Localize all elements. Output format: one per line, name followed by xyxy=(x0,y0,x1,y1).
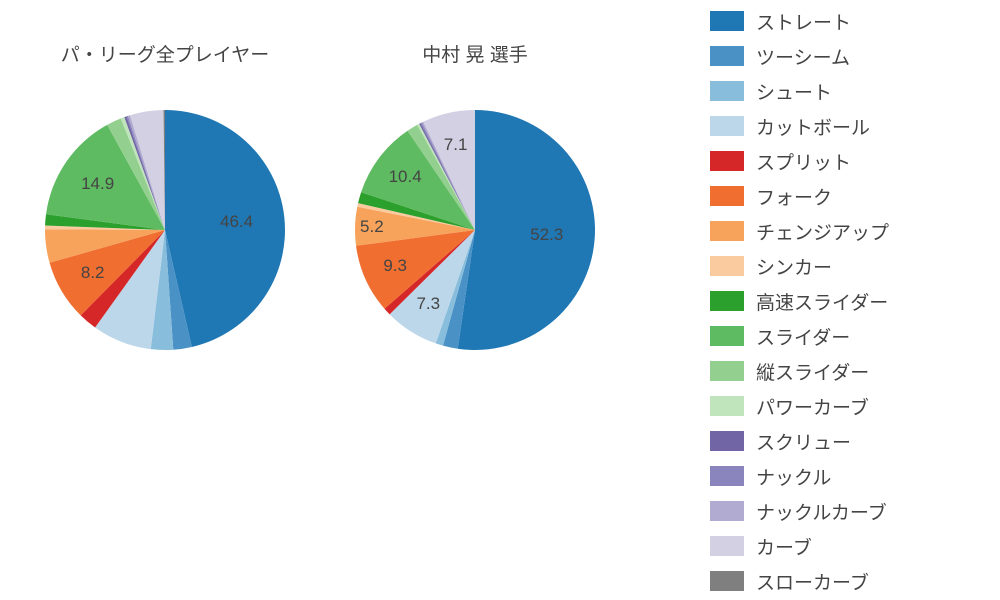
legend-swatch xyxy=(710,11,744,31)
legend-item: 縦スライダー xyxy=(710,354,1000,388)
legend-label: スライダー xyxy=(756,323,850,350)
legend-label: ストレート xyxy=(756,8,851,35)
legend-swatch xyxy=(710,536,744,556)
legend-item: ナックル xyxy=(710,459,1000,493)
legend-swatch xyxy=(710,221,744,241)
legend-swatch xyxy=(710,81,744,101)
legend-item: ナックルカーブ xyxy=(710,494,1000,528)
legend-label: フォーク xyxy=(756,183,832,210)
chart-container: パ・リーグ全プレイヤー46.48.214.9中村 晃 選手52.37.39.35… xyxy=(0,0,1000,600)
legend-swatch xyxy=(710,256,744,276)
pie-value-label: 46.4 xyxy=(220,212,253,232)
legend-swatch xyxy=(710,116,744,136)
legend-swatch xyxy=(710,431,744,451)
chart-title: 中村 晃 選手 xyxy=(422,40,528,67)
pie-wrap: 46.4 8.2 14.9 xyxy=(30,95,300,365)
pie-value-label: 10.4 xyxy=(389,167,422,187)
legend-swatch xyxy=(710,151,744,171)
legend-label: ナックルカーブ xyxy=(756,498,887,525)
pie-value-label: 9.3 xyxy=(383,256,407,276)
legend-item: スライダー xyxy=(710,319,1000,353)
legend-item: ツーシーム xyxy=(710,39,1000,73)
legend: ストレートツーシームシュートカットボールスプリットフォークチェンジアップシンカー… xyxy=(710,0,1000,600)
charts-area: パ・リーグ全プレイヤー46.48.214.9中村 晃 選手52.37.39.35… xyxy=(0,0,710,600)
pie-svg xyxy=(30,95,300,365)
legend-item: カットボール xyxy=(710,109,1000,143)
pie-chart: 中村 晃 選手 52.3 7.3 9.3 5.2 10.4 7.1 xyxy=(340,40,610,365)
legend-swatch xyxy=(710,326,744,346)
legend-label: 高速スライダー xyxy=(756,288,888,315)
pie-value-label: 7.3 xyxy=(416,294,440,314)
legend-swatch xyxy=(710,291,744,311)
legend-item: スローカーブ xyxy=(710,564,1000,598)
legend-item: ストレート xyxy=(710,4,1000,38)
pie-value-label: 7.1 xyxy=(444,135,468,155)
legend-item: 高速スライダー xyxy=(710,284,1000,318)
legend-item: スクリュー xyxy=(710,424,1000,458)
legend-label: カットボール xyxy=(756,113,870,140)
pie-value-label: 52.3 xyxy=(530,225,563,245)
chart-title: パ・リーグ全プレイヤー xyxy=(61,40,269,67)
pie-value-label: 5.2 xyxy=(360,217,384,237)
legend-swatch xyxy=(710,46,744,66)
legend-label: ツーシーム xyxy=(756,43,850,70)
legend-item: カーブ xyxy=(710,529,1000,563)
pie-wrap: 52.3 7.3 9.3 5.2 10.4 7.1 xyxy=(340,95,610,365)
legend-label: スプリット xyxy=(756,148,851,175)
legend-swatch xyxy=(710,571,744,591)
pie-chart: パ・リーグ全プレイヤー 46.4 8.2 14.9 xyxy=(30,40,300,365)
legend-label: カーブ xyxy=(756,533,812,560)
legend-swatch xyxy=(710,361,744,381)
legend-swatch xyxy=(710,186,744,206)
legend-label: シュート xyxy=(756,78,832,105)
legend-item: フォーク xyxy=(710,179,1000,213)
legend-label: シンカー xyxy=(756,253,832,280)
legend-label: 縦スライダー xyxy=(756,358,869,385)
pie-slice xyxy=(458,110,595,350)
pie-value-label: 8.2 xyxy=(81,263,105,283)
legend-item: スプリット xyxy=(710,144,1000,178)
legend-label: スローカーブ xyxy=(756,568,869,595)
legend-swatch xyxy=(710,501,744,521)
legend-label: スクリュー xyxy=(756,428,851,455)
legend-swatch xyxy=(710,466,744,486)
legend-label: ナックル xyxy=(756,463,831,490)
legend-swatch xyxy=(710,396,744,416)
legend-item: シンカー xyxy=(710,249,1000,283)
legend-label: チェンジアップ xyxy=(756,218,889,245)
legend-item: シュート xyxy=(710,74,1000,108)
pie-value-label: 14.9 xyxy=(81,174,114,194)
legend-item: パワーカーブ xyxy=(710,389,1000,423)
legend-item: チェンジアップ xyxy=(710,214,1000,248)
legend-label: パワーカーブ xyxy=(756,393,869,420)
